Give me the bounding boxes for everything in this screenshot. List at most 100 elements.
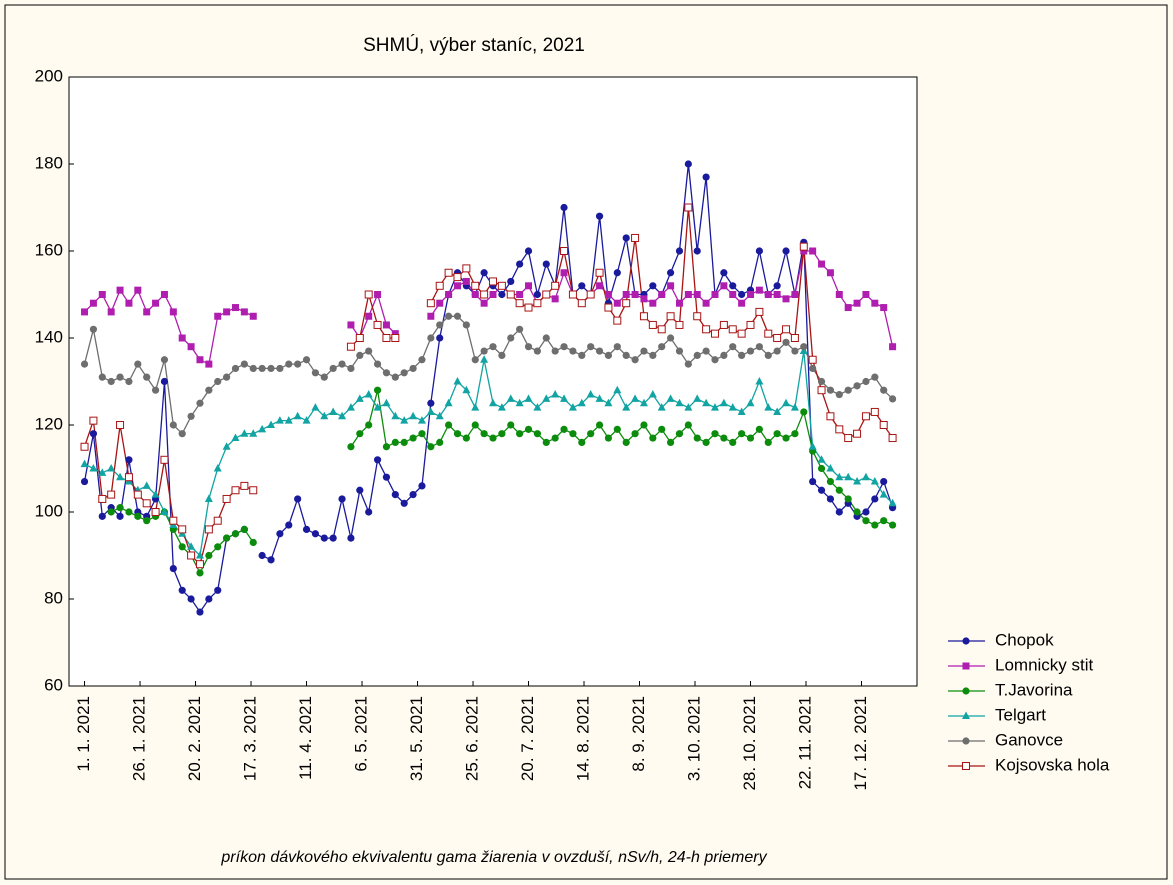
point <box>329 534 337 542</box>
point <box>249 364 257 373</box>
point <box>418 482 426 490</box>
point <box>524 303 533 312</box>
point <box>409 434 417 442</box>
point <box>391 373 399 381</box>
point <box>631 356 639 364</box>
point <box>178 543 186 551</box>
point <box>880 386 888 394</box>
point <box>445 421 453 429</box>
point <box>533 290 541 299</box>
point <box>373 360 382 368</box>
point <box>790 403 799 411</box>
point <box>817 386 826 395</box>
point <box>648 390 657 398</box>
point <box>364 290 373 299</box>
point <box>613 269 621 277</box>
point <box>214 586 222 594</box>
point <box>489 291 497 298</box>
point <box>116 472 125 481</box>
point <box>639 312 648 321</box>
point <box>782 338 790 346</box>
point <box>480 299 488 307</box>
point <box>222 442 231 450</box>
legend-label: Kojsovska hola <box>995 755 1110 774</box>
point <box>844 304 852 312</box>
point <box>195 560 204 569</box>
point <box>817 464 826 473</box>
point <box>223 534 231 542</box>
point <box>746 320 755 329</box>
point <box>507 421 515 429</box>
point <box>160 291 168 298</box>
point <box>746 398 755 407</box>
point <box>791 291 799 298</box>
point <box>506 290 515 299</box>
point <box>640 421 648 429</box>
point <box>320 534 328 542</box>
point <box>178 586 186 594</box>
point <box>205 551 213 560</box>
point <box>755 307 764 316</box>
point <box>195 551 204 559</box>
point <box>196 399 204 407</box>
x-tick-label: 3. 10. 2021 <box>684 696 703 781</box>
point <box>116 286 124 294</box>
legend-label: Lomnicky stit <box>995 655 1094 674</box>
point <box>551 434 559 442</box>
point <box>355 334 364 342</box>
point <box>888 521 897 529</box>
point <box>231 530 240 538</box>
point <box>622 438 630 446</box>
point <box>702 398 711 407</box>
point <box>151 386 160 394</box>
point <box>516 291 524 298</box>
point <box>98 494 107 503</box>
point <box>888 498 897 507</box>
point <box>729 291 737 298</box>
point <box>80 477 89 486</box>
point <box>436 321 444 329</box>
point <box>587 430 595 438</box>
point <box>844 434 853 443</box>
point <box>356 430 364 438</box>
point <box>666 269 675 277</box>
point <box>356 486 364 494</box>
point <box>116 421 125 429</box>
point <box>196 608 204 616</box>
point <box>249 486 258 495</box>
point <box>294 360 302 368</box>
point <box>639 398 648 407</box>
point <box>577 398 586 407</box>
point <box>160 455 169 464</box>
legend-marker <box>962 711 970 719</box>
point <box>622 299 631 308</box>
point <box>231 304 239 312</box>
point <box>169 421 177 429</box>
point <box>755 425 763 433</box>
point <box>737 329 746 338</box>
point <box>515 398 524 407</box>
point <box>267 364 275 373</box>
point <box>133 490 142 499</box>
point <box>524 394 533 402</box>
point <box>631 291 639 298</box>
point <box>782 398 791 407</box>
point <box>160 356 169 364</box>
point <box>755 377 764 385</box>
point <box>498 430 506 438</box>
point <box>595 394 604 402</box>
point <box>835 486 843 494</box>
point <box>427 312 435 320</box>
point <box>569 347 577 355</box>
point <box>799 242 808 251</box>
point <box>560 394 569 402</box>
point <box>755 247 763 255</box>
point <box>382 398 391 407</box>
point <box>880 517 888 525</box>
point <box>826 269 834 277</box>
point <box>586 290 595 299</box>
point <box>435 411 444 420</box>
point <box>835 425 844 434</box>
x-axis-label: príkon dávkového ekvivalentu gama žiaren… <box>220 849 767 866</box>
point <box>835 291 843 298</box>
